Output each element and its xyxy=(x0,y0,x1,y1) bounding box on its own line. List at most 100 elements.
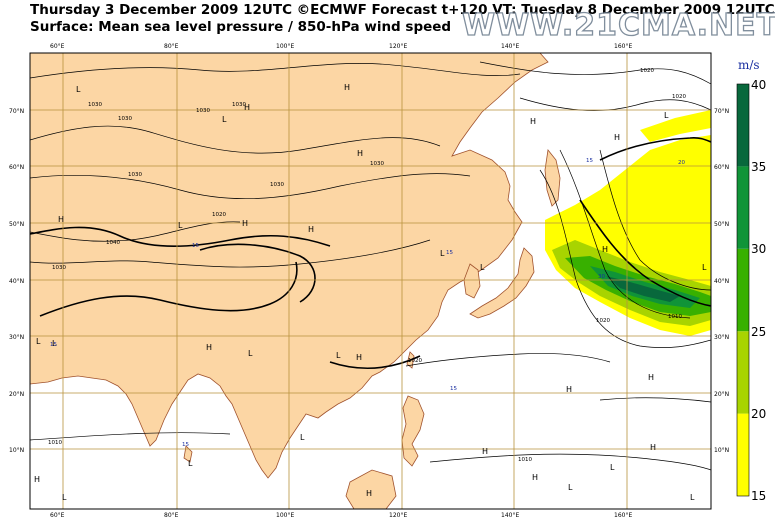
lon-label-top: 120°E xyxy=(389,43,407,50)
title-line-2: Surface: Mean sea level pressure / 850-h… xyxy=(30,19,452,35)
lat-label: 30°N xyxy=(9,334,24,341)
isobar-label: 1030 xyxy=(270,182,284,188)
isobar-label: 1030 xyxy=(128,172,142,178)
pressure-center: H xyxy=(530,117,536,126)
wind-label: 15 xyxy=(192,243,199,249)
isobar-label: 1030 xyxy=(52,265,66,271)
pressure-center: H xyxy=(344,83,350,92)
lat-label-right: 70°N xyxy=(714,108,729,115)
land-borneo xyxy=(345,469,397,509)
wind-label: 15 xyxy=(450,386,457,392)
pressure-center: H xyxy=(357,149,363,158)
isobar-label: 1020 xyxy=(408,358,422,364)
land-japan xyxy=(469,247,535,319)
colorbar-label: 20 xyxy=(751,407,767,421)
title-line-1: Thursday 3 December 2009 12UTC ©ECMWF Fo… xyxy=(30,2,775,18)
colorbar xyxy=(737,84,749,496)
isobar-label: 1040 xyxy=(106,240,120,246)
grid-lines xyxy=(30,53,711,509)
colorbar-band xyxy=(737,166,749,249)
pressure-center: H xyxy=(614,133,620,142)
wind-labels: 15 20 15 15 30 15 15 15 xyxy=(50,158,685,448)
lat-label-right: 30°N xyxy=(714,334,729,341)
pressure-center: L xyxy=(188,459,193,468)
isobar-label: 1030 xyxy=(118,116,132,122)
lon-label: 120°E xyxy=(389,512,407,519)
lon-label-top: 80°E xyxy=(164,43,179,50)
isobar-line xyxy=(599,149,711,291)
colorbar-frame xyxy=(736,83,750,497)
lon-label: 160°E xyxy=(614,512,632,519)
lon-label: 100°E xyxy=(276,512,294,519)
lat-label: 20°N xyxy=(9,391,24,398)
lat-label: 60°N xyxy=(9,164,24,171)
pressure-center: L xyxy=(36,337,41,346)
lon-label: 140°E xyxy=(501,512,519,519)
isobar-label: 1020 xyxy=(640,68,654,74)
pressure-center: L xyxy=(76,85,81,94)
isobar-line xyxy=(405,353,611,367)
wind-label: 15 xyxy=(50,342,57,348)
colorbar-label: 35 xyxy=(751,160,767,174)
pressure-center: L xyxy=(222,115,227,124)
isobar-line xyxy=(559,149,691,319)
title-block: Thursday 3 December 2009 12UTC ©ECMWF Fo… xyxy=(30,2,775,36)
lon-label-top: 160°E xyxy=(614,43,632,50)
pressure-center: H xyxy=(566,385,572,394)
pressure-center: L xyxy=(336,351,341,360)
isobar-line xyxy=(30,125,441,154)
lon-label-top: 100°E xyxy=(276,43,294,50)
pressure-center: H xyxy=(648,373,654,382)
pressure-center: H xyxy=(308,225,314,234)
lat-label: 70°N xyxy=(9,108,24,115)
wind-band-15-north xyxy=(640,110,711,142)
isobar-line xyxy=(539,169,711,348)
pressure-center: H xyxy=(366,489,372,498)
pressure-center: H xyxy=(482,447,488,456)
pressure-center: H xyxy=(532,473,538,482)
isobar-line xyxy=(519,97,711,111)
isobar-label: 1030 xyxy=(88,102,102,108)
pressure-center: H xyxy=(206,343,212,352)
isobar-line xyxy=(479,61,711,85)
pressure-center: L xyxy=(480,263,485,272)
pressure-center: H xyxy=(242,219,248,228)
wind-label: 15 xyxy=(182,442,189,448)
colorbar-label: 25 xyxy=(751,325,767,339)
wind-band-35 xyxy=(606,276,680,302)
pressure-centers: L L H H H L H L L H H L L L H H L H H H … xyxy=(34,83,707,502)
lat-label: 50°N xyxy=(9,221,24,228)
isobar-line xyxy=(429,453,711,471)
isobar-label: 1010 xyxy=(518,457,532,463)
isobar-label: 1010 xyxy=(668,314,682,320)
colorbar-band xyxy=(737,331,749,414)
isobar-line xyxy=(30,226,331,248)
isobar-label: 1020 xyxy=(672,94,686,100)
pressure-center: L xyxy=(440,249,445,258)
wind-label: 15 xyxy=(446,250,453,256)
pressure-center: L xyxy=(52,339,57,348)
isobar-label: 1030 xyxy=(370,161,384,167)
lat-label: 10°N xyxy=(9,447,24,454)
isobar-line xyxy=(599,397,711,403)
pressure-center: H xyxy=(244,103,250,112)
colorbar-band xyxy=(737,84,749,167)
pressure-center: H xyxy=(650,443,656,452)
pressure-center: L xyxy=(300,433,305,442)
colorbar-label: 30 xyxy=(751,242,767,256)
lon-label: 80°E xyxy=(164,512,179,519)
pressure-center: H xyxy=(602,245,608,254)
lon-label: 60°E xyxy=(50,512,65,519)
isobar-label: 1030 xyxy=(232,102,246,108)
isobar-label: 1020 xyxy=(212,212,226,218)
land-sri-lanka xyxy=(183,445,193,463)
lat-label-right: 50°N xyxy=(714,221,729,228)
pressure-center: H xyxy=(356,353,362,362)
isobar-line xyxy=(199,243,316,303)
lon-label-top: 60°E xyxy=(50,43,65,50)
isobar-line xyxy=(39,261,298,317)
lat-label-right: 10°N xyxy=(714,447,729,454)
pressure-center: L xyxy=(568,483,573,492)
lat-label-right: 20°N xyxy=(714,391,729,398)
isobar-label: 1020 xyxy=(596,318,610,324)
